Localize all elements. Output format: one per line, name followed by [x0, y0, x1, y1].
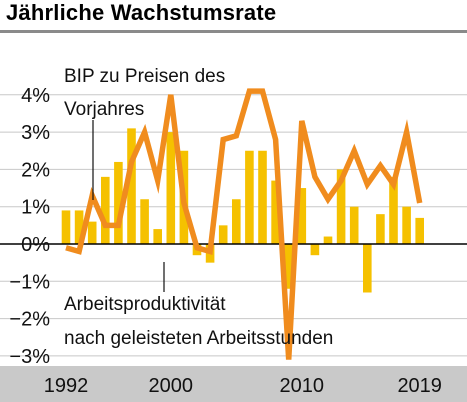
y-tick-label: 2%	[21, 159, 50, 181]
productivity-bar	[349, 206, 359, 244]
productivity-series-label: Arbeitsproduktivität	[64, 294, 226, 315]
chart-title: Jährliche Wachstumsrate	[6, 0, 277, 25]
productivity-bar	[258, 150, 267, 244]
x-tick-labels: 1992 2000 2010 2019	[44, 375, 442, 397]
x-axis-band	[0, 366, 467, 402]
productivity-bar	[101, 176, 110, 244]
productivity-bar	[232, 199, 241, 244]
productivity-bar	[87, 221, 97, 244]
productivity-bar	[127, 128, 136, 244]
productivity-bar	[323, 236, 333, 244]
productivity-bar	[166, 132, 176, 244]
y-tick-labels: 4% 3% 2% 1% 0% −1% −2% −3%	[9, 85, 50, 368]
gdp-series-label: Vorjahres	[64, 99, 144, 120]
productivity-bar	[415, 217, 424, 244]
y-tick-label: 1%	[21, 197, 50, 219]
productivity-bar	[376, 214, 385, 244]
productivity-series-label: nach geleisteten Arbeitsstunden	[64, 328, 333, 349]
productivity-bar	[153, 229, 162, 244]
annotation-leaders	[92, 120, 165, 292]
gdp-growth-line	[65, 88, 423, 360]
productivity-bar	[336, 169, 346, 244]
productivity-bar	[74, 210, 84, 244]
productivity-bar	[363, 244, 372, 293]
y-tick-label: −2%	[9, 309, 50, 331]
productivity-bar	[114, 161, 123, 244]
productivity-bar	[402, 206, 411, 244]
y-tick-label: −1%	[9, 271, 50, 293]
productivity-bar	[271, 180, 280, 244]
annotations: BIP zu Preisen des Vorjahres Arbeitsproduk…	[64, 66, 333, 349]
gdp-series-label: BIP zu Preisen des	[64, 66, 225, 87]
x-tick-label: 2000	[149, 375, 194, 397]
x-tick-label: 2010	[280, 375, 325, 397]
y-tick-label: 0%	[21, 234, 50, 256]
y-tick-label: 4%	[21, 85, 50, 107]
productivity-bar	[140, 199, 149, 244]
productivity-bars	[61, 128, 424, 293]
productivity-bar	[245, 150, 254, 244]
x-tick-label: 2019	[397, 375, 442, 397]
productivity-bar	[297, 188, 307, 244]
productivity-bar	[310, 244, 320, 256]
productivity-bar	[284, 244, 293, 289]
y-tick-label: 3%	[21, 122, 50, 144]
title-rule	[0, 30, 467, 33]
x-tick-label: 1992	[44, 375, 89, 397]
gdp-line	[65, 88, 423, 360]
productivity-bar	[389, 176, 398, 244]
productivity-bar	[61, 210, 71, 244]
productivity-bar	[218, 225, 228, 244]
y-tick-label: −3%	[9, 346, 50, 368]
